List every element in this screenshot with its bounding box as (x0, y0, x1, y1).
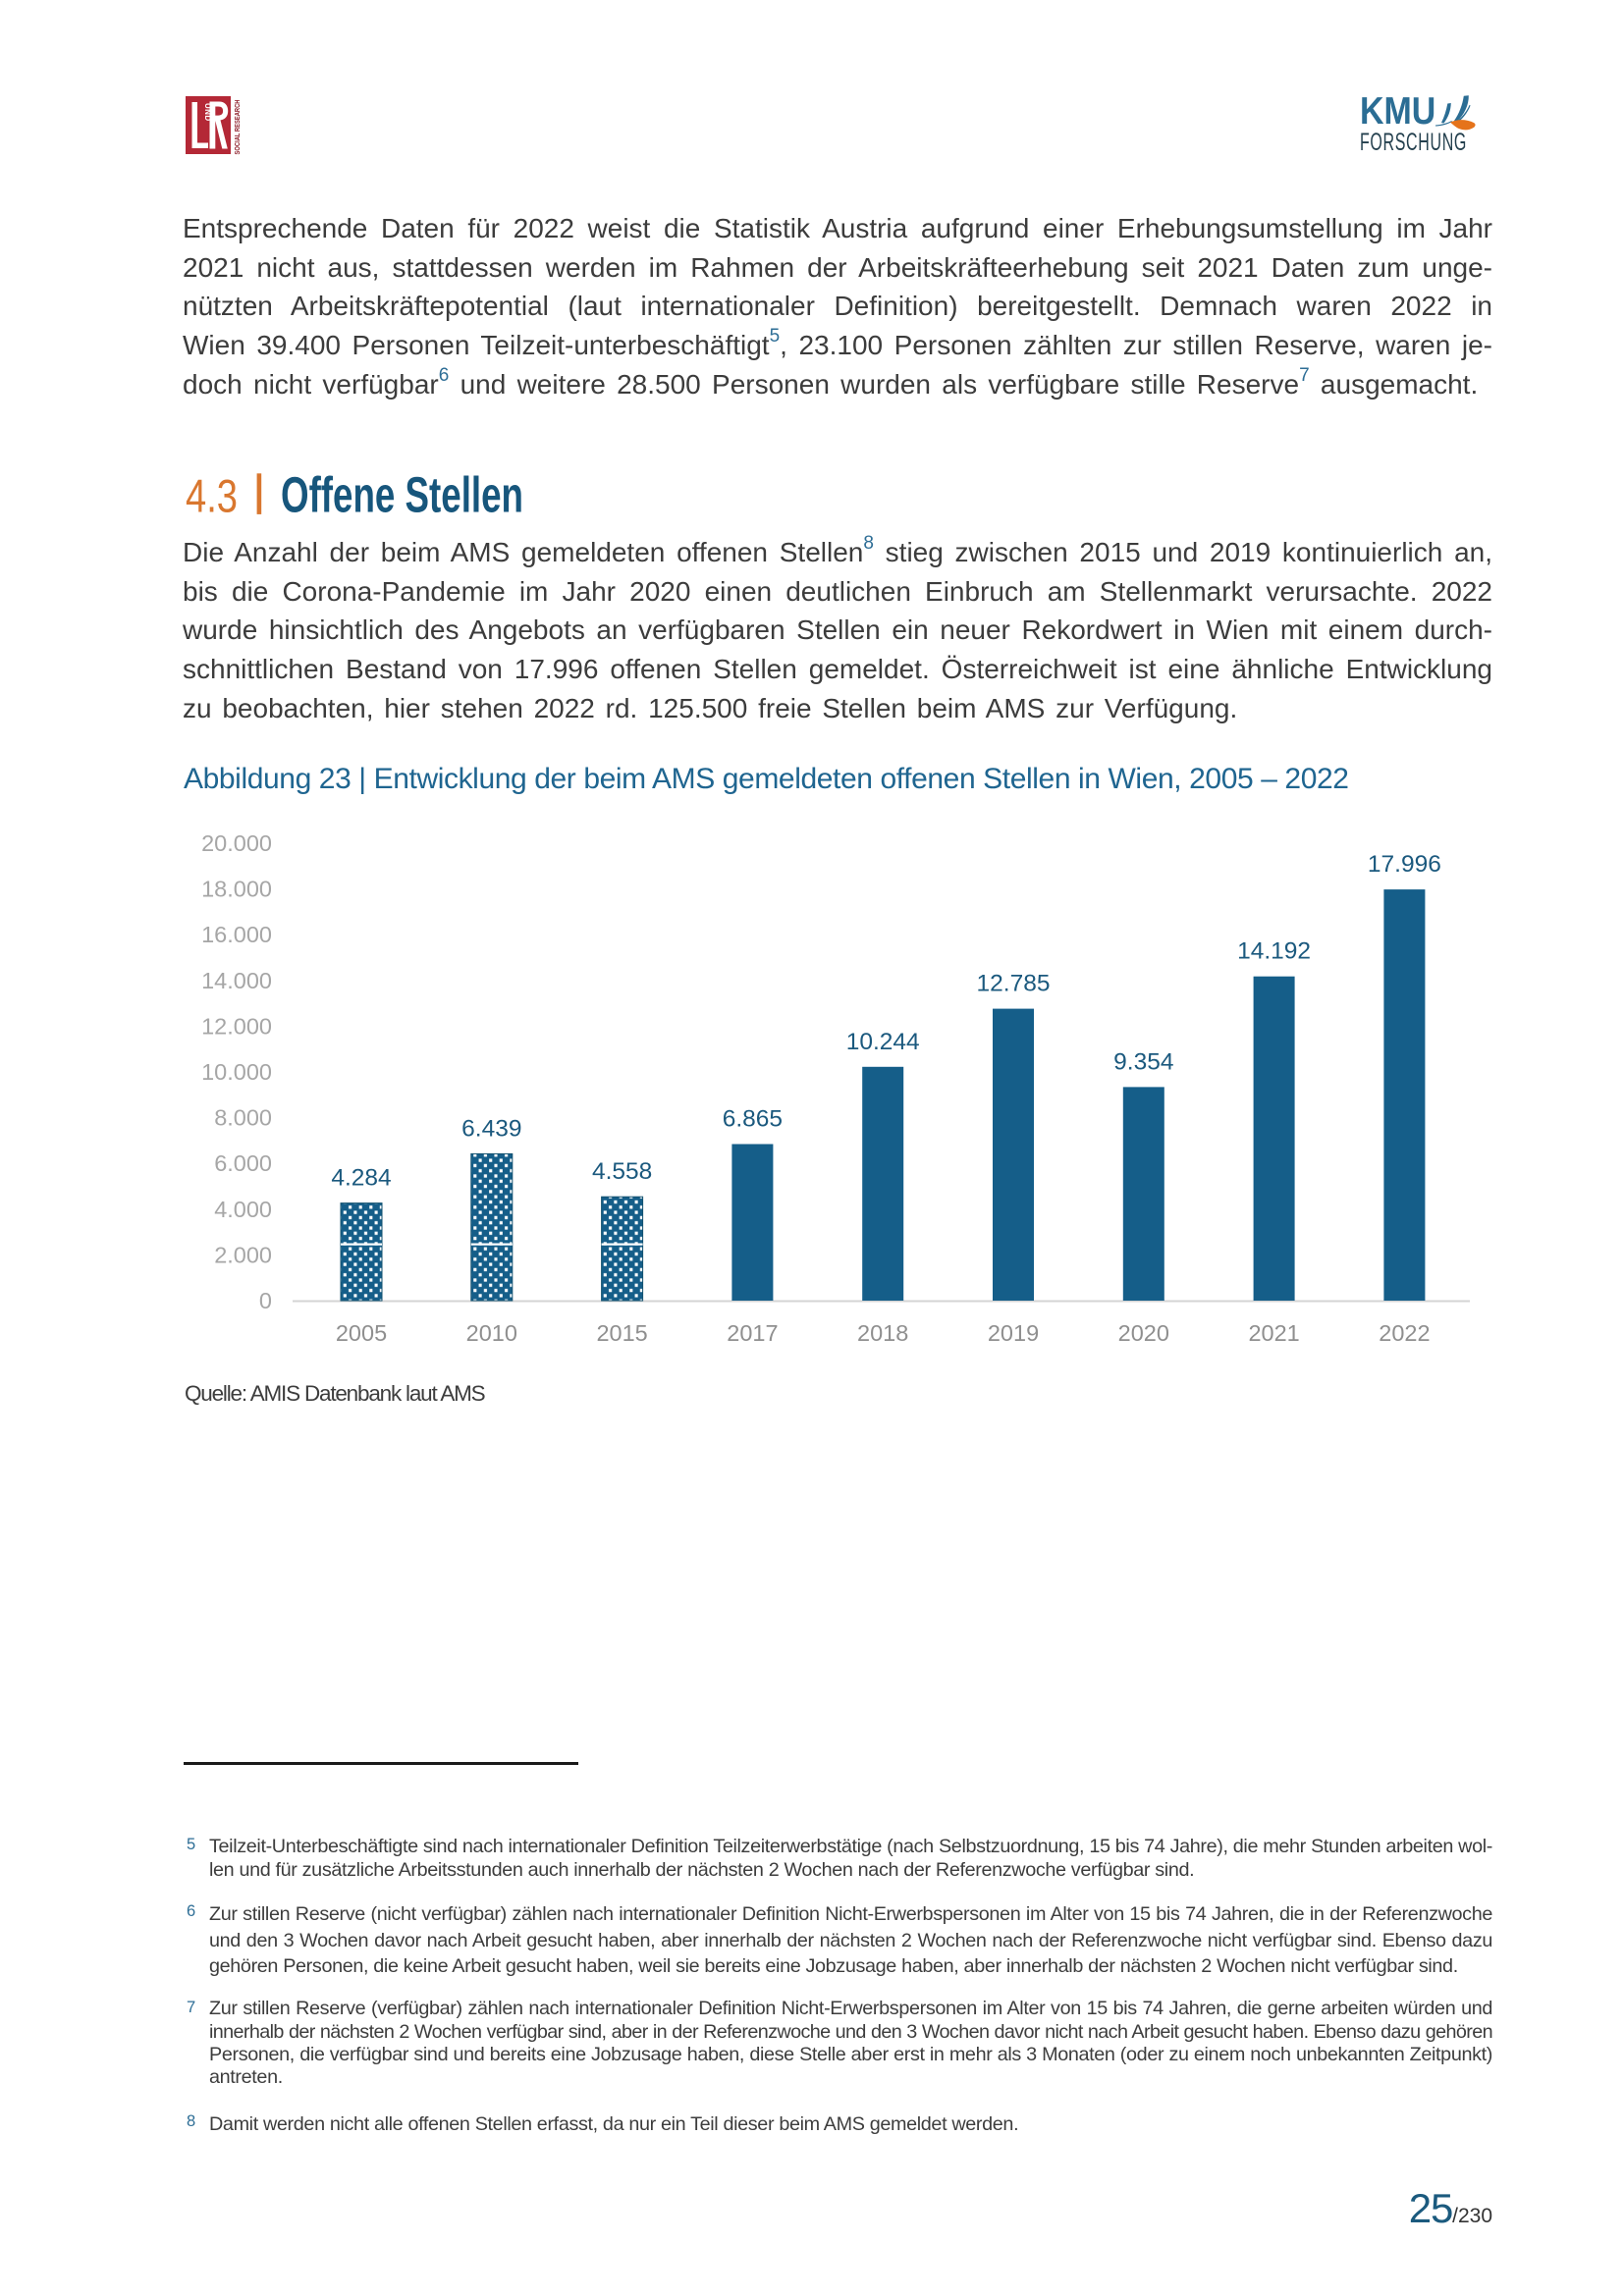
svg-text:2.000: 2.000 (214, 1242, 272, 1267)
svg-text:6.865: 6.865 (723, 1106, 783, 1133)
svg-text:2022: 2022 (1379, 1320, 1430, 1346)
svg-text:4.284: 4.284 (331, 1165, 391, 1192)
svg-text:2010: 2010 (466, 1320, 517, 1346)
svg-text:20.000: 20.000 (201, 830, 272, 856)
svg-text:KMU: KMU (1360, 89, 1435, 133)
svg-text:4.000: 4.000 (214, 1197, 272, 1222)
svg-text:0: 0 (259, 1288, 272, 1313)
svg-text:16.000: 16.000 (201, 922, 272, 947)
svg-text:18.000: 18.000 (201, 877, 272, 902)
svg-text:2019: 2019 (988, 1320, 1039, 1346)
svg-text:12.000: 12.000 (201, 1013, 272, 1039)
svg-text:FORSCHUNG: FORSCHUNG (1360, 129, 1467, 156)
svg-text:4.558: 4.558 (592, 1158, 652, 1185)
svg-text:14.192: 14.192 (1237, 938, 1311, 965)
svg-text:SOCIAL RESEARCH: SOCIAL RESEARCH (233, 100, 242, 155)
svg-text:12.785: 12.785 (977, 971, 1051, 997)
svg-text:10.244: 10.244 (846, 1029, 920, 1055)
svg-text:14.000: 14.000 (201, 968, 272, 993)
svg-text:Offene Stellen: Offene Stellen (281, 467, 523, 523)
svg-text:17.996: 17.996 (1368, 851, 1441, 878)
svg-text:2018: 2018 (857, 1320, 908, 1346)
svg-text:2021: 2021 (1248, 1320, 1299, 1346)
svg-text:6.439: 6.439 (461, 1115, 521, 1142)
svg-text:2020: 2020 (1118, 1320, 1169, 1346)
svg-text:4.3: 4.3 (186, 470, 238, 522)
svg-text:2015: 2015 (596, 1320, 647, 1346)
svg-text:2017: 2017 (727, 1320, 778, 1346)
svg-text:6.000: 6.000 (214, 1150, 272, 1176)
svg-text:2005: 2005 (336, 1320, 387, 1346)
svg-text:10.000: 10.000 (201, 1059, 272, 1085)
svg-text:UND: UND (203, 103, 212, 122)
svg-text:9.354: 9.354 (1113, 1048, 1173, 1075)
svg-text:8.000: 8.000 (214, 1105, 272, 1131)
